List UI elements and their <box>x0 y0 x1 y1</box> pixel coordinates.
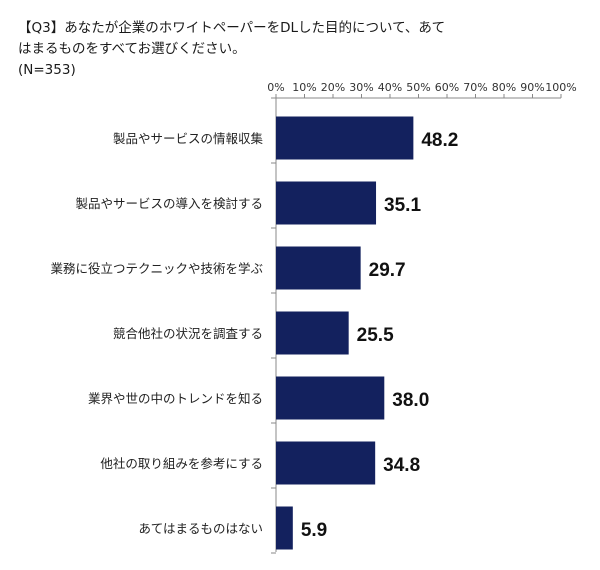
x-tick-label: 70% <box>463 81 487 94</box>
x-tick-label: 50% <box>406 81 430 94</box>
x-tick-label: 80% <box>492 81 516 94</box>
bar <box>276 246 361 290</box>
data-label: 25.5 <box>357 325 394 346</box>
x-tick-label: 30% <box>349 81 373 94</box>
x-tick-label: 10% <box>292 81 316 94</box>
x-tick-label: 100% <box>545 81 576 94</box>
data-label: 5.9 <box>301 520 327 541</box>
x-tick-label: 20% <box>321 81 345 94</box>
category-label: 製品やサービスの情報収集 <box>113 131 264 146</box>
x-tick-label: 0% <box>267 81 284 94</box>
x-tick-label: 60% <box>435 81 459 94</box>
data-label: 38.0 <box>392 390 429 411</box>
x-tick-label: 40% <box>378 81 402 94</box>
category-label: 競合他社の状況を調査する <box>113 326 263 341</box>
bar <box>276 116 414 160</box>
bar <box>276 311 349 355</box>
category-label: 業務に役立つテクニックや技術を学ぶ <box>50 261 263 276</box>
question-text: 【Q3】あなたが企業のホワイトペーパーをDLした目的について、あて はまるものを… <box>18 18 578 81</box>
data-label: 34.8 <box>383 455 420 476</box>
category-label: 業界や世の中のトレンドを知る <box>88 391 263 406</box>
category-label: 製品やサービスの導入を検討する <box>75 196 263 211</box>
bar <box>276 441 376 485</box>
data-label: 29.7 <box>369 260 406 281</box>
data-label: 48.2 <box>421 130 458 151</box>
bar <box>276 506 293 550</box>
bar <box>276 181 377 225</box>
category-label: あてはまるものはない <box>138 521 263 536</box>
bar <box>276 376 385 420</box>
question-line-1: 【Q3】あなたが企業のホワイトペーパーをDLした目的について、あて <box>18 20 446 36</box>
question-line-2: はまるものをすべてお選びください。 <box>18 41 246 57</box>
sample-size: (N=353) <box>18 62 76 78</box>
x-tick-label: 90% <box>520 81 544 94</box>
data-label: 35.1 <box>384 195 421 216</box>
category-label: 他社の取り組みを参考にする <box>100 456 263 471</box>
